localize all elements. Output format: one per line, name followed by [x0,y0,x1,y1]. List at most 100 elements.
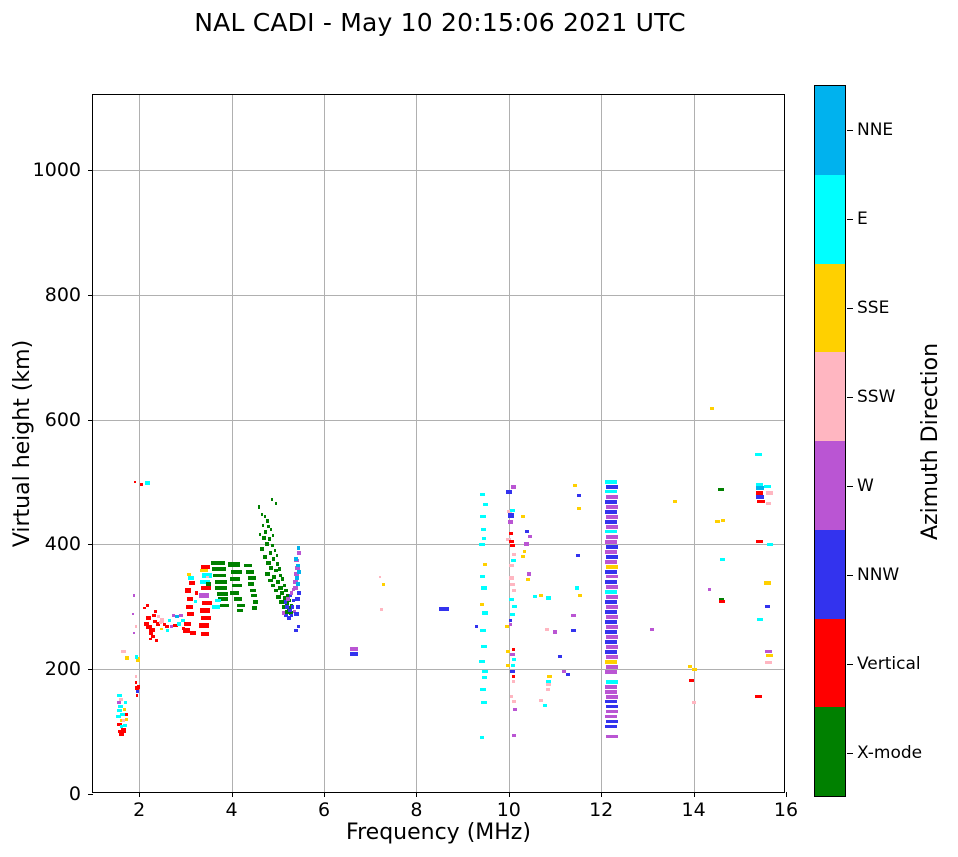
colorbar-label-w: W [857,475,874,496]
echo-mark [606,505,619,509]
echo-mark [510,544,515,548]
colorbar-tick [847,218,853,220]
echo-mark [508,520,513,524]
echo-mark [509,540,514,544]
colorbar-segment-ssw[interactable] [815,352,845,441]
echo-mark [135,654,138,659]
echo-mark [510,582,515,586]
echo-mark [557,655,562,659]
echo-mark [201,564,211,569]
echo-mark [577,593,583,598]
echo-mark [511,647,516,651]
echo-mark [292,610,297,614]
echo-mark [505,663,510,667]
echo-mark [606,515,619,519]
x-tick [231,792,233,797]
echo-mark [756,486,764,491]
echo-mark [479,687,486,691]
echo-mark [266,518,270,523]
echo-mark [198,593,209,598]
echo-mark [482,502,489,507]
echo-mark [605,659,618,664]
echo-mark [116,701,121,705]
echo-mark [293,579,298,584]
colorbar-segment-vertical[interactable] [815,618,845,708]
echo-mark [168,618,172,623]
echo-mark [765,653,774,657]
colorbar-segment-nne[interactable] [815,86,845,175]
echo-mark [507,510,513,514]
x-tick-label: 6 [317,799,331,821]
echo-mark [186,597,194,602]
echo-mark [258,505,261,509]
echo-mark [606,495,619,499]
echo-mark [520,515,525,519]
echo-mark [605,569,618,574]
echo-mark [542,703,547,707]
echo-mark [146,616,151,620]
colorbar-segment-e[interactable] [815,174,845,264]
colorbar[interactable] [814,85,846,797]
colorbar-label-nnw: NNW [857,564,900,585]
echo-mark [605,530,618,534]
y-tick-label: 200 [44,658,81,681]
echo-mark [266,561,271,565]
echo-mark [284,588,288,593]
echo-mark [526,572,532,577]
echo-mark [606,575,619,579]
echo-mark [718,487,725,492]
echo-mark [145,481,150,486]
echo-mark [605,520,618,524]
echo-mark [510,670,515,674]
echo-mark [605,559,618,564]
x-tick-label: 2 [133,799,146,821]
echo-mark [606,719,619,724]
echo-mark [286,597,290,602]
colorbar-segment-sse[interactable] [815,263,845,353]
echo-mark [193,600,198,604]
y-gridline [93,669,784,671]
echo-mark [512,657,517,661]
echo-mark [606,734,619,739]
echo-mark [132,631,135,635]
echo-mark [233,597,243,602]
echo-mark [538,593,544,598]
echo-mark [118,705,124,709]
echo-mark [605,689,618,694]
echo-mark [606,664,619,669]
echo-mark [289,613,294,618]
y-tick-label: 400 [44,533,81,556]
echo-mark [715,520,720,524]
echo-mark [285,604,289,609]
x-gridline [693,95,695,792]
echo-mark [271,497,274,501]
y-tick-label: 1000 [32,158,81,181]
colorbar-segment-x-mode[interactable] [815,707,845,796]
echo-mark [482,670,488,674]
y-tick [88,794,93,795]
echo-mark [146,624,153,629]
echo-mark [293,572,299,577]
echo-mark [605,579,618,584]
echo-mark [511,559,516,563]
echo-mark [508,513,514,519]
echo-mark [187,612,195,617]
y-tick-label: 600 [44,408,81,431]
echo-mark [124,656,130,660]
echo-mark [117,708,123,712]
echo-mark [140,482,143,486]
echo-mark [520,555,525,559]
colorbar-segment-nnw[interactable] [815,529,845,619]
echo-mark [508,622,513,626]
echo-mark [481,645,487,649]
colorbar-segment-w[interactable] [815,441,845,530]
echo-mark [605,490,618,494]
x-gridline [601,95,603,792]
echo-mark [263,515,266,519]
echo-mark [199,608,210,613]
echo-mark [270,527,273,531]
echo-mark [296,582,301,587]
echo-mark [546,682,551,686]
echo-mark [755,540,763,544]
